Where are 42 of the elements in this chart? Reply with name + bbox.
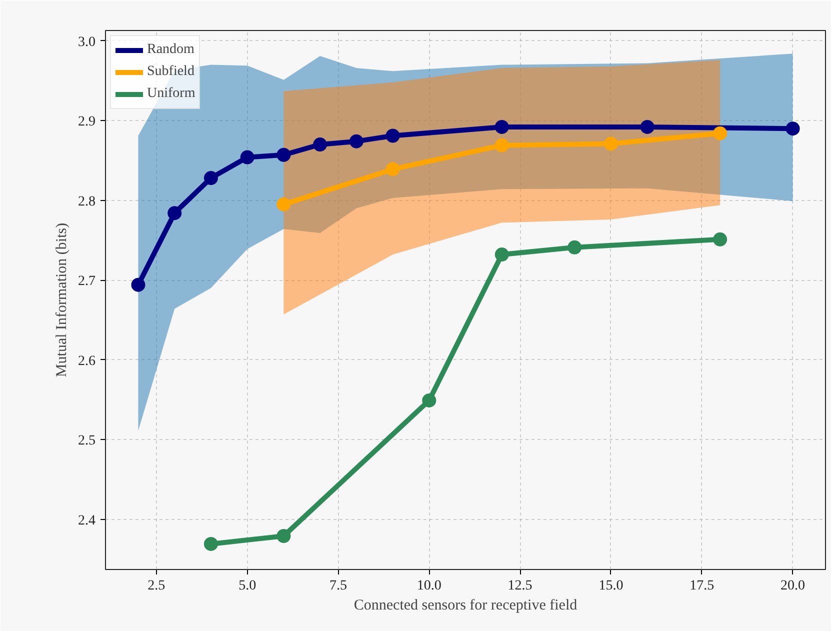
point — [131, 278, 146, 292]
point — [386, 162, 400, 176]
x-tick-label: 20.0 — [780, 578, 806, 594]
y-tick-label: 2.5 — [78, 434, 96, 449]
x-tick-label: 12.5 — [508, 578, 532, 594]
y-tick-label: 2.4 — [78, 513, 96, 528]
x-tick-label: 15.0 — [598, 578, 624, 594]
legend-label: Random — [147, 42, 194, 58]
point — [168, 206, 182, 220]
point — [494, 138, 509, 152]
point — [713, 232, 728, 246]
y-tick-label: 2.9 — [78, 114, 96, 130]
legend-label: Uniform — [147, 86, 196, 102]
x-axis-title: Connected sensors for receptive field — [354, 598, 578, 614]
y-axis-title: Mutual Information (bits) — [54, 222, 70, 378]
point — [204, 537, 218, 551]
point — [640, 120, 654, 134]
x-tick-label: 10.0 — [416, 578, 442, 594]
point — [494, 248, 509, 262]
point — [276, 197, 291, 212]
point — [604, 136, 618, 151]
x-tick-label: 5.0 — [238, 578, 256, 594]
x-tick-label: 2.5 — [148, 578, 166, 594]
point — [349, 134, 364, 148]
y-tick-label: 3.0 — [78, 34, 96, 50]
point — [713, 126, 728, 140]
x-tick-label: 17.5 — [690, 578, 714, 594]
y-tick-label: 2.8 — [78, 194, 96, 210]
point — [386, 128, 400, 143]
point — [494, 120, 509, 134]
y-tick-label: 2.7 — [78, 274, 96, 290]
point — [313, 138, 328, 152]
point — [786, 122, 800, 136]
y-tick-label: 2.6 — [78, 354, 96, 369]
point — [276, 148, 291, 162]
point — [422, 393, 436, 408]
point — [568, 240, 582, 254]
point — [204, 171, 218, 185]
point — [240, 150, 254, 164]
x-tick-label: 7.5 — [329, 578, 347, 594]
legend-label: Subfield — [147, 64, 194, 80]
point — [276, 529, 291, 543]
